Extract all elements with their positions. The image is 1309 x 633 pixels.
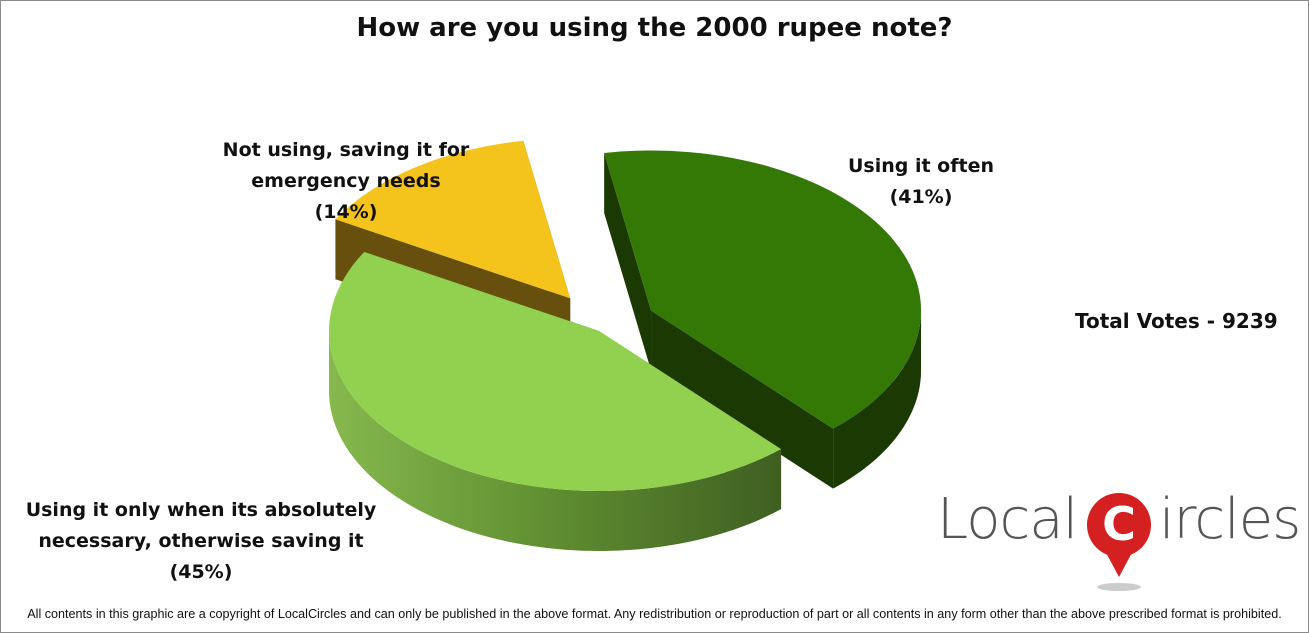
slice-label: Not using, saving it for emergency needs… bbox=[211, 135, 481, 228]
logo-text: Local bbox=[937, 487, 1078, 552]
slice bbox=[328, 251, 782, 492]
category-label: Using it often bbox=[847, 155, 995, 177]
chart-title: How are you using the 2000 rupee note? bbox=[356, 13, 953, 43]
slice-side bbox=[651, 310, 834, 489]
logo-text: ircles bbox=[1159, 487, 1301, 552]
slice bbox=[335, 140, 571, 299]
slice-label: Using it only when its absolutely necess… bbox=[21, 495, 381, 588]
slice-side bbox=[604, 152, 652, 371]
category-label: Using it only when its absolutely necess… bbox=[25, 499, 377, 552]
category-label: Not using, saving it for emergency needs bbox=[222, 139, 470, 192]
slice-wall bbox=[329, 331, 782, 551]
footer: All contents in this graphic are a copyr… bbox=[27, 607, 1282, 621]
annotation: Total Votes - 9239 bbox=[1075, 309, 1278, 333]
slice bbox=[604, 150, 922, 429]
logo-pin: C bbox=[1087, 493, 1151, 557]
value-label: (45%) bbox=[169, 561, 233, 583]
value-label: (14%) bbox=[314, 201, 378, 223]
slice-wall bbox=[833, 310, 922, 489]
slice-label: Using it often (41%) bbox=[821, 151, 1021, 213]
logo-shadow bbox=[1097, 583, 1141, 591]
value-label: (41%) bbox=[889, 186, 953, 208]
